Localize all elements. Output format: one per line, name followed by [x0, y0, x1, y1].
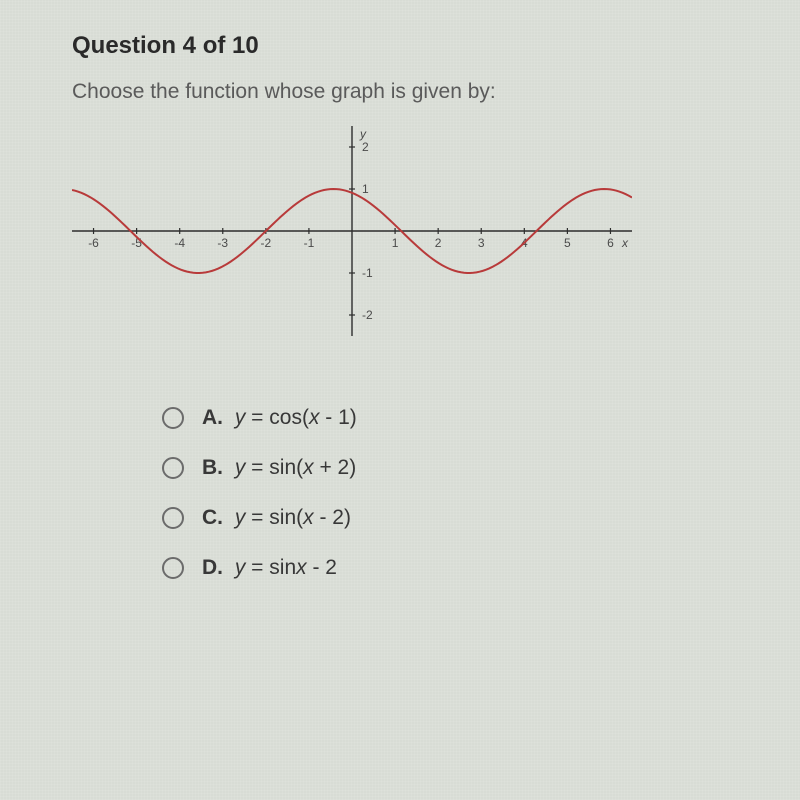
sine-graph: -6-5-4-3-2-1123456-2-112yx [72, 126, 632, 336]
svg-text:1: 1 [392, 236, 399, 250]
fn-tail: - 2) [314, 506, 351, 529]
question-prompt: Choose the function whose graph is given… [72, 80, 772, 104]
svg-text:2: 2 [435, 236, 442, 250]
var-y: y [235, 506, 246, 529]
svg-text:x: x [621, 236, 629, 250]
var-y: y [235, 556, 246, 579]
choice-b[interactable]: B. y = sin(x + 2) [162, 456, 772, 480]
fn-tail: - 1) [319, 406, 356, 429]
fn-tail: + 2) [314, 456, 357, 479]
var-x: x [303, 456, 314, 479]
choice-b-label: B. y = sin(x + 2) [202, 456, 356, 480]
svg-text:y: y [359, 127, 367, 141]
fn-text: = sin( [245, 506, 303, 529]
var-y: y [235, 456, 246, 479]
svg-text:2: 2 [362, 140, 369, 154]
svg-text:-4: -4 [174, 236, 185, 250]
choice-c[interactable]: C. y = sin(x - 2) [162, 506, 772, 530]
fn-text: = cos( [245, 406, 309, 429]
choice-a-label: A. y = cos(x - 1) [202, 406, 357, 430]
svg-text:-1: -1 [304, 236, 315, 250]
radio-d[interactable] [162, 557, 184, 579]
var-x: x [309, 406, 320, 429]
fn-tail: - 2 [307, 556, 337, 579]
svg-text:-3: -3 [217, 236, 228, 250]
svg-text:-1: -1 [362, 266, 373, 280]
chart-figure: -6-5-4-3-2-1123456-2-112yx [72, 126, 632, 336]
var-y: y [235, 406, 246, 429]
radio-b[interactable] [162, 457, 184, 479]
radio-a[interactable] [162, 407, 184, 429]
choice-d[interactable]: D. y = sinx - 2 [162, 556, 772, 580]
svg-text:-6: -6 [88, 236, 99, 250]
choice-c-label: C. y = sin(x - 2) [202, 506, 351, 530]
svg-text:3: 3 [478, 236, 485, 250]
radio-c[interactable] [162, 507, 184, 529]
svg-text:5: 5 [564, 236, 571, 250]
var-x: x [296, 556, 307, 579]
choice-letter: A. [202, 406, 223, 429]
svg-text:1: 1 [362, 182, 369, 196]
svg-text:-2: -2 [362, 308, 373, 322]
choice-letter: B. [202, 456, 223, 479]
choice-letter: C. [202, 506, 223, 529]
choice-d-label: D. y = sinx - 2 [202, 556, 337, 580]
svg-text:-2: -2 [261, 236, 272, 250]
svg-text:6: 6 [607, 236, 614, 250]
fn-text: = sin [245, 556, 296, 579]
question-title: Question 4 of 10 [72, 32, 772, 60]
choice-a[interactable]: A. y = cos(x - 1) [162, 406, 772, 430]
answer-choices: A. y = cos(x - 1) B. y = sin(x + 2) C. y… [72, 406, 772, 580]
fn-text: = sin( [245, 456, 303, 479]
var-x: x [303, 506, 314, 529]
choice-letter: D. [202, 556, 223, 579]
